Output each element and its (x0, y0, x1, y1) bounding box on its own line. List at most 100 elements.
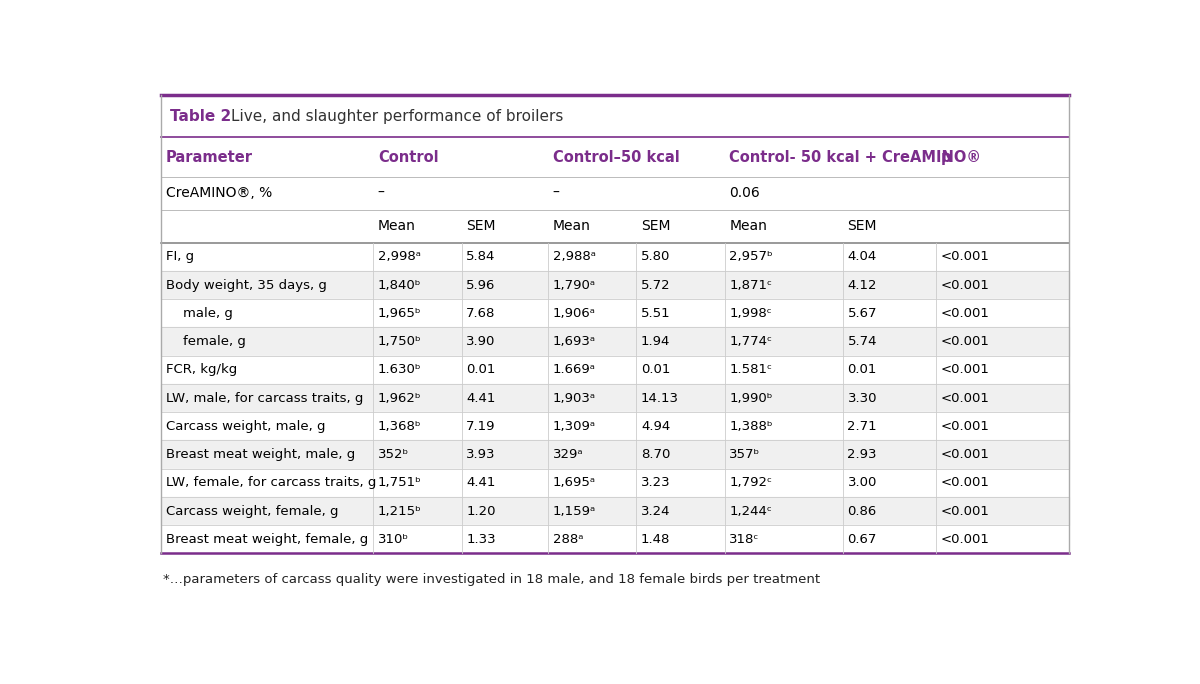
Text: 1.94: 1.94 (641, 335, 671, 348)
Text: 5.96: 5.96 (467, 278, 496, 291)
Text: 1,693ᵃ: 1,693ᵃ (553, 335, 596, 348)
Text: Control–50 kcal: Control–50 kcal (553, 150, 679, 165)
Text: 8.70: 8.70 (641, 448, 671, 461)
Text: 0.67: 0.67 (847, 533, 877, 546)
Text: <0.001: <0.001 (941, 505, 989, 518)
Text: 1,751ᵇ: 1,751ᵇ (378, 476, 421, 489)
Text: 1,871ᶜ: 1,871ᶜ (730, 278, 773, 291)
Text: 310ᵇ: 310ᵇ (378, 533, 409, 546)
Text: LW, female, for carcass traits, g: LW, female, for carcass traits, g (166, 476, 376, 489)
Text: SEM: SEM (847, 219, 877, 233)
Text: 1.20: 1.20 (467, 505, 496, 518)
Text: 1,750ᵇ: 1,750ᵇ (378, 335, 421, 348)
Text: 1,774ᶜ: 1,774ᶜ (730, 335, 773, 348)
Text: 357ᵇ: 357ᵇ (730, 448, 761, 461)
Bar (161, 271, 1069, 299)
Text: 2,998ᵃ: 2,998ᵃ (378, 250, 421, 263)
Text: 1,840ᵇ: 1,840ᵇ (378, 278, 421, 291)
Text: 329ᵃ: 329ᵃ (553, 448, 583, 461)
Text: LW, male, for carcass traits, g: LW, male, for carcass traits, g (166, 391, 364, 405)
Text: 4.04: 4.04 (847, 250, 877, 263)
Bar (161, 95, 1069, 137)
Text: *…parameters of carcass quality were investigated in 18 male, and 18 female bird: *…parameters of carcass quality were inv… (163, 573, 820, 586)
Text: 1.33: 1.33 (467, 533, 496, 546)
Text: 7.68: 7.68 (467, 307, 496, 320)
Text: SEM: SEM (641, 219, 671, 233)
Bar (161, 356, 1069, 384)
Text: Table 2: Table 2 (170, 109, 232, 124)
Text: Carcass weight, female, g: Carcass weight, female, g (166, 505, 338, 518)
Text: p: p (941, 150, 952, 165)
Bar (161, 469, 1069, 497)
Text: 3.23: 3.23 (641, 476, 671, 489)
Text: 1,906ᵃ: 1,906ᵃ (553, 307, 595, 320)
Text: 7.19: 7.19 (467, 420, 496, 433)
Text: 1,215ᵇ: 1,215ᵇ (378, 505, 421, 518)
Text: <0.001: <0.001 (941, 476, 989, 489)
Text: <0.001: <0.001 (941, 533, 989, 546)
Text: 5.51: 5.51 (641, 307, 671, 320)
Text: 2.71: 2.71 (847, 420, 877, 433)
Text: 0.01: 0.01 (847, 363, 877, 376)
Bar (161, 497, 1069, 525)
Text: <0.001: <0.001 (941, 420, 989, 433)
Text: –: – (378, 186, 385, 200)
Text: 0.86: 0.86 (847, 505, 877, 518)
Bar (161, 328, 1069, 356)
Bar (161, 440, 1069, 469)
Text: 2.93: 2.93 (847, 448, 877, 461)
Text: FI, g: FI, g (166, 250, 194, 263)
Text: Breast meat weight, female, g: Breast meat weight, female, g (166, 533, 368, 546)
Text: 4.12: 4.12 (847, 278, 877, 291)
Text: Body weight, 35 days, g: Body weight, 35 days, g (166, 278, 326, 291)
Text: 0.01: 0.01 (641, 363, 671, 376)
Text: Live, and slaughter performance of broilers: Live, and slaughter performance of broil… (230, 109, 563, 124)
Text: female, g: female, g (166, 335, 246, 348)
Text: 1,244ᶜ: 1,244ᶜ (730, 505, 773, 518)
Text: 1,368ᵇ: 1,368ᵇ (378, 420, 421, 433)
Text: <0.001: <0.001 (941, 448, 989, 461)
Text: Parameter: Parameter (166, 150, 253, 165)
Bar (161, 525, 1069, 553)
Text: <0.001: <0.001 (941, 391, 989, 405)
Text: 1,388ᵇ: 1,388ᵇ (730, 420, 773, 433)
Text: 3.24: 3.24 (641, 505, 671, 518)
Text: 1.581ᶜ: 1.581ᶜ (730, 363, 773, 376)
Text: Carcass weight, male, g: Carcass weight, male, g (166, 420, 325, 433)
Text: 5.67: 5.67 (847, 307, 877, 320)
Text: 1,965ᵇ: 1,965ᵇ (378, 307, 421, 320)
Text: –: – (553, 186, 559, 200)
Text: 2,988ᵃ: 2,988ᵃ (553, 250, 595, 263)
Text: Control- 50 kcal + CreAMINO®: Control- 50 kcal + CreAMINO® (730, 150, 982, 165)
Bar (161, 384, 1069, 412)
Text: 1.669ᵃ: 1.669ᵃ (553, 363, 595, 376)
Text: 1,990ᵇ: 1,990ᵇ (730, 391, 773, 405)
Text: 5.84: 5.84 (467, 250, 496, 263)
Text: 318ᶜ: 318ᶜ (730, 533, 760, 546)
Text: <0.001: <0.001 (941, 278, 989, 291)
Text: 1,695ᵃ: 1,695ᵃ (553, 476, 596, 489)
Text: 2,957ᵇ: 2,957ᵇ (730, 250, 773, 263)
Text: 1,309ᵃ: 1,309ᵃ (553, 420, 596, 433)
Text: 4.41: 4.41 (467, 391, 496, 405)
Text: 0.06: 0.06 (730, 186, 760, 200)
Text: <0.001: <0.001 (941, 335, 989, 348)
Text: 1.630ᵇ: 1.630ᵇ (378, 363, 421, 376)
Text: Mean: Mean (378, 219, 415, 233)
Text: FCR, kg/kg: FCR, kg/kg (166, 363, 238, 376)
Text: 3.00: 3.00 (847, 476, 877, 489)
Bar (161, 137, 1069, 177)
Text: 5.72: 5.72 (641, 278, 671, 291)
Text: 1,159ᵃ: 1,159ᵃ (553, 505, 596, 518)
Text: 4.41: 4.41 (467, 476, 496, 489)
Text: 5.80: 5.80 (641, 250, 671, 263)
Text: SEM: SEM (467, 219, 496, 233)
Text: 1.48: 1.48 (641, 533, 671, 546)
Bar (161, 412, 1069, 440)
Text: 1,998ᶜ: 1,998ᶜ (730, 307, 772, 320)
Bar (161, 209, 1069, 243)
Text: 3.30: 3.30 (847, 391, 877, 405)
Text: 0.01: 0.01 (467, 363, 496, 376)
Text: <0.001: <0.001 (941, 307, 989, 320)
Text: 1,792ᶜ: 1,792ᶜ (730, 476, 773, 489)
